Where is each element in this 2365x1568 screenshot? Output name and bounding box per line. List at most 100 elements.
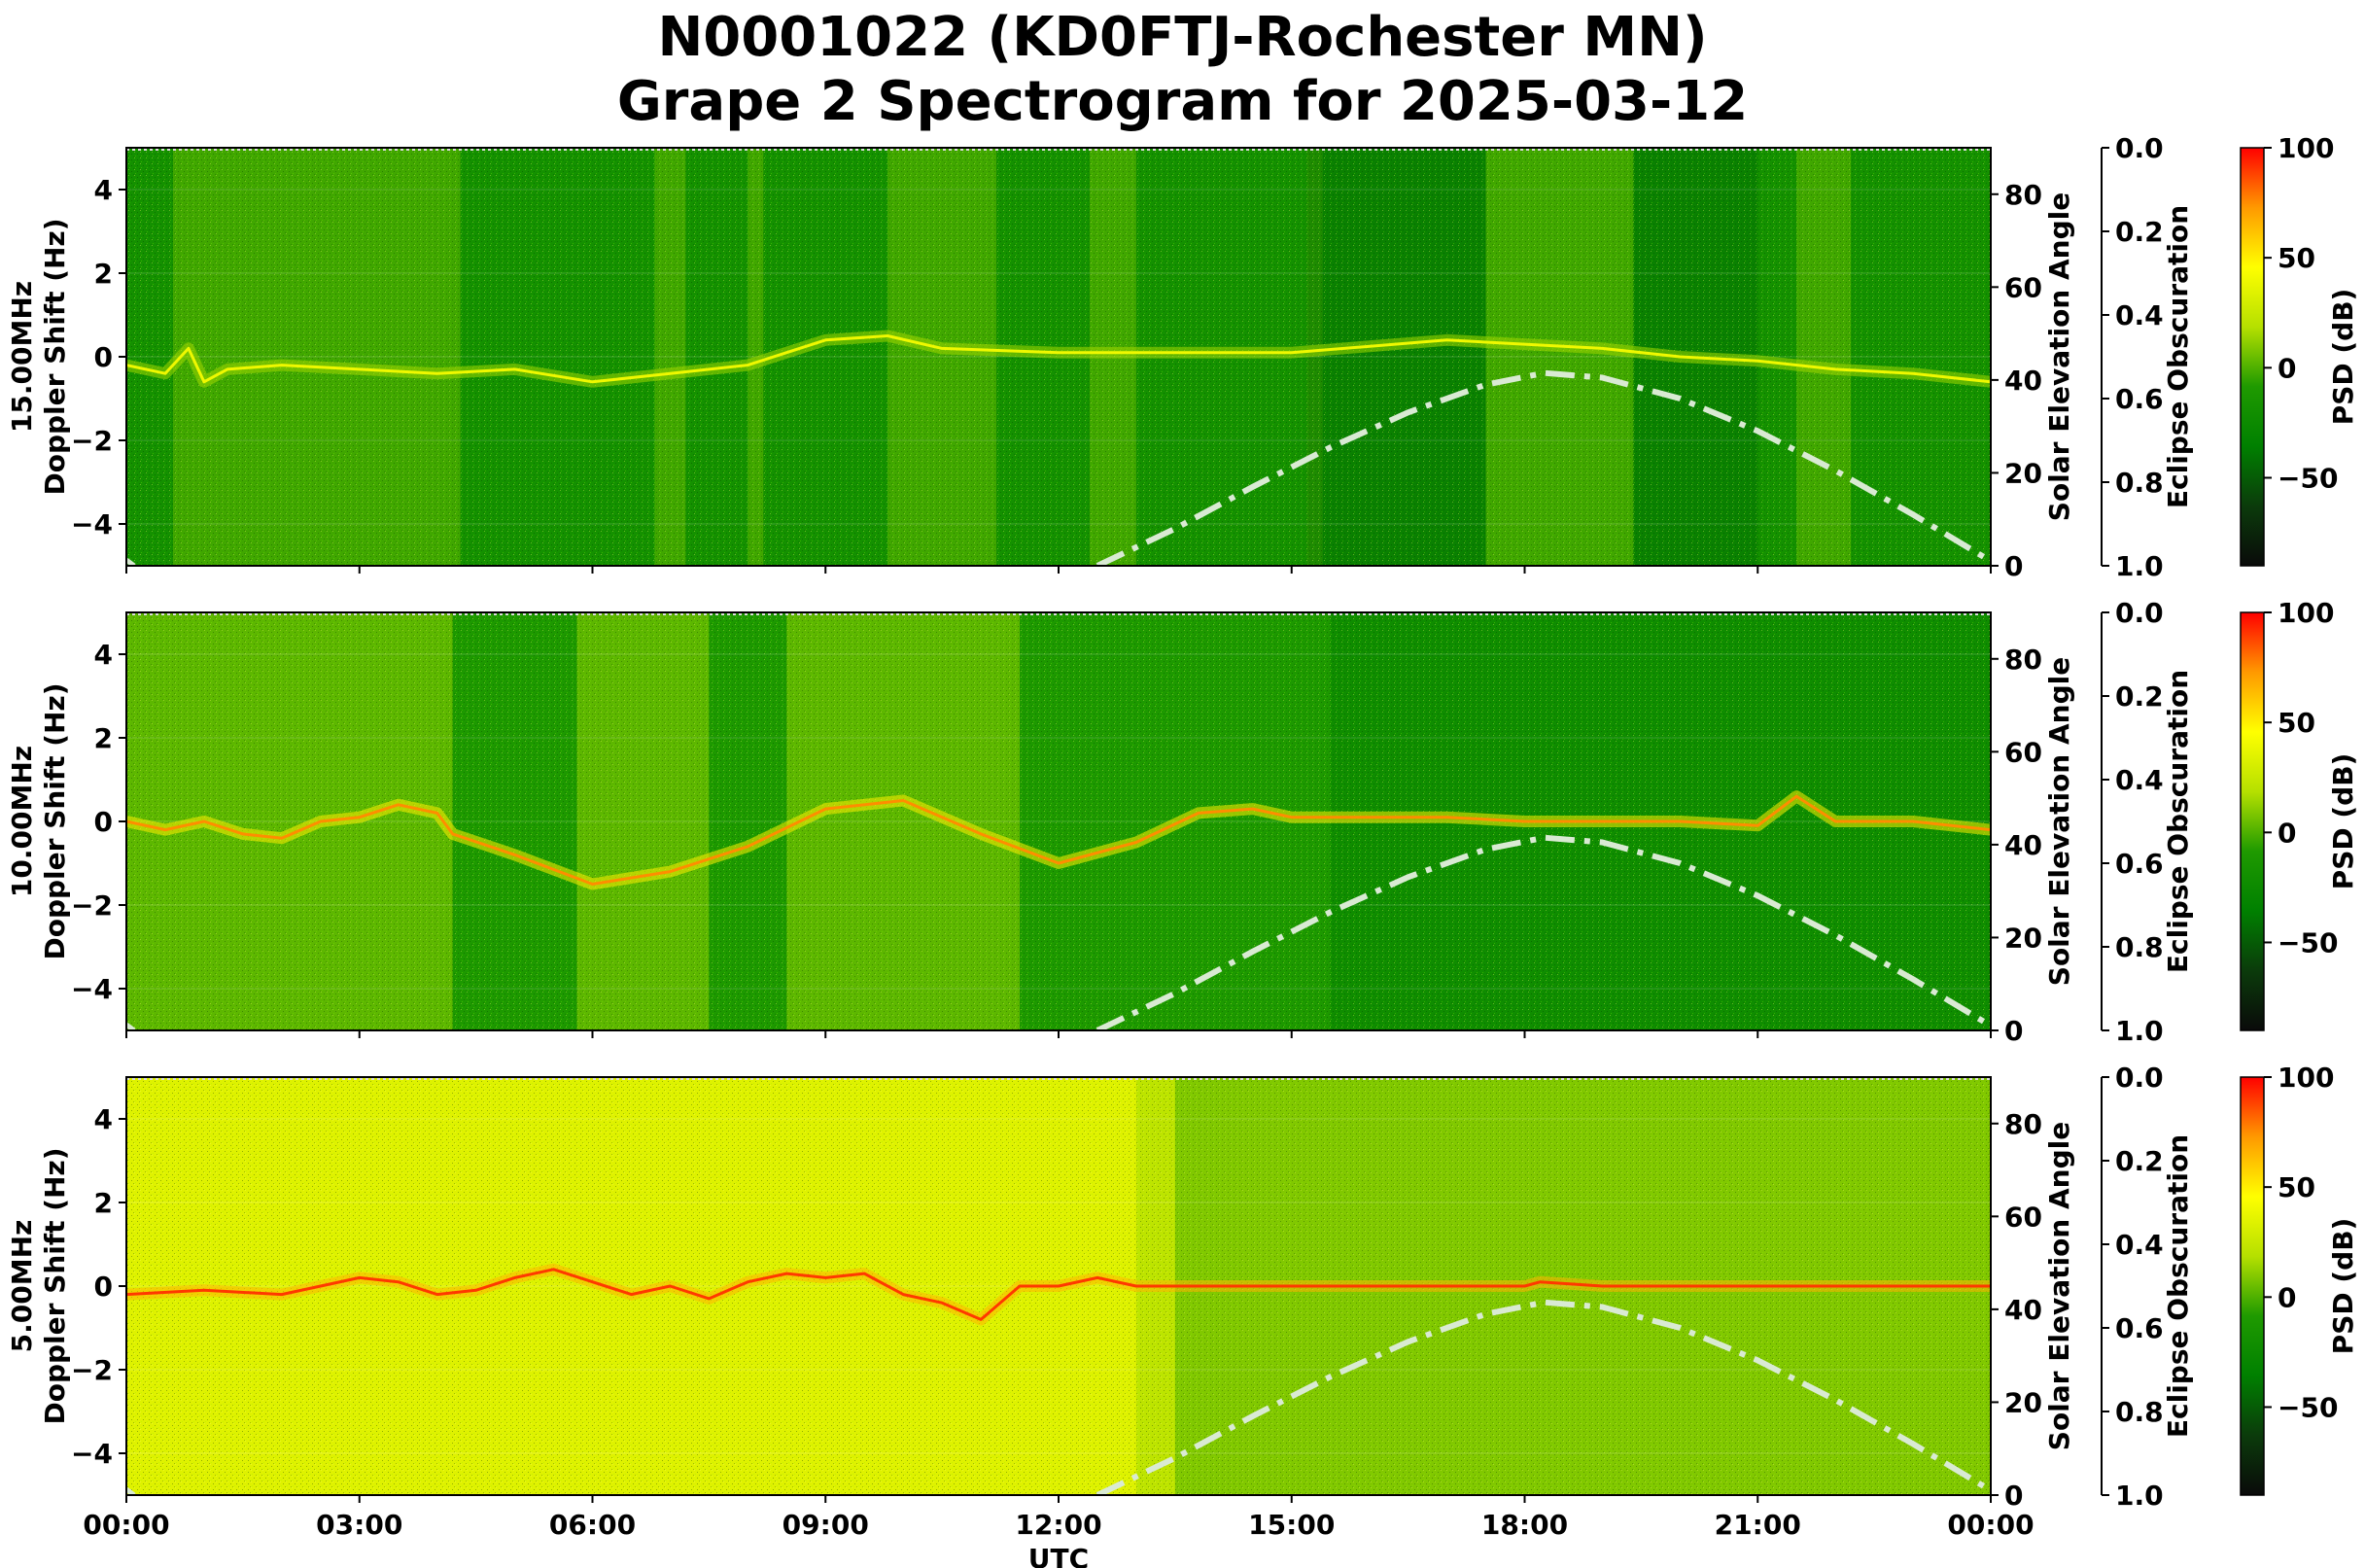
elevation-tick-label: 80 <box>2004 179 2042 211</box>
elevation-axis-label: Solar Elevation Angle <box>2043 657 2075 986</box>
obscuration-tick-label: 0.8 <box>2115 1396 2164 1428</box>
elevation-tick-label: 20 <box>2004 457 2042 489</box>
x-tick-label: 06:00 <box>549 1509 636 1541</box>
y-tick-label: 4 <box>94 1103 113 1135</box>
obscuration-tick-label: 0.4 <box>2115 1229 2164 1261</box>
elevation-tick-label: 0 <box>2004 1480 2023 1512</box>
doppler-trace <box>126 334 1991 384</box>
psd-tick-label: 0 <box>2278 352 2296 384</box>
panel-ylabel-line: 5.00MHz <box>6 1220 38 1353</box>
solar-elevation-curve <box>1096 1299 1991 1495</box>
obscuration-tick-label: 0.0 <box>2115 1062 2164 1094</box>
y-tick-label: −4 <box>71 973 113 1005</box>
psd-tick-label: 50 <box>2278 1171 2315 1203</box>
title-line-2: Grape 2 Spectrogram for 2025-03-12 <box>616 70 1749 133</box>
x-tick-label: 03:00 <box>316 1509 402 1541</box>
panel-ylabel-line: 15.00MHz <box>6 281 38 433</box>
x-tick-label: 09:00 <box>783 1509 869 1541</box>
psd-tick-label: −50 <box>2278 926 2338 958</box>
y-tick-label: 2 <box>94 722 113 754</box>
y-tick-label: −2 <box>71 1354 113 1386</box>
x-axis-label: UTC <box>1028 1543 1089 1568</box>
obscuration-tick-label: 0.8 <box>2115 931 2164 963</box>
panel-ylabel: 5.00MHzDoppler Shift (Hz) <box>6 1147 71 1424</box>
obscuration-axis-label: Eclipse Obscuration <box>2162 1134 2194 1438</box>
psd-tick-label: 0 <box>2278 1281 2296 1313</box>
spectrogram-area <box>126 612 1991 1030</box>
solar-elevation-curve <box>1096 369 1991 566</box>
panel-ylabel-line: Doppler Shift (Hz) <box>39 218 71 495</box>
doppler-trace <box>126 1268 1991 1321</box>
y-tick-label: −2 <box>71 425 113 457</box>
elevation-axis-label: Solar Elevation Angle <box>2043 1122 2075 1450</box>
panel-0: −4 −2 0 2 4 15.00MHzDoppler Shift (Hz) 0 20 40 60… <box>6 132 2359 582</box>
y-tick-label: 4 <box>94 174 113 206</box>
elevation-tick-label: 60 <box>2004 1201 2042 1233</box>
y-tick-label: 4 <box>94 639 113 671</box>
psd-axis-label: PSD (dB) <box>2327 1218 2359 1355</box>
elevation-tick-label: 20 <box>2004 1386 2042 1418</box>
obscuration-tick-label: 0.8 <box>2115 467 2164 499</box>
psd-tick-label: 0 <box>2278 817 2296 849</box>
elevation-tick-label: 40 <box>2004 1294 2042 1326</box>
elevation-tick-label: 0 <box>2004 1015 2023 1047</box>
x-tick-label: 00:00 <box>83 1509 169 1541</box>
elevation-tick-label: 20 <box>2004 922 2042 954</box>
obscuration-tick-label: 0.4 <box>2115 764 2164 796</box>
panel-ylabel: 10.00MHzDoppler Shift (Hz) <box>6 682 71 959</box>
y-tick-label: −4 <box>71 1438 113 1470</box>
obscuration-tick-label: 0.0 <box>2115 132 2164 164</box>
psd-tick-label: −50 <box>2278 1391 2338 1423</box>
panel-1: −4 −2 0 2 4 10.00MHzDoppler Shift (Hz) 0 20 40 60… <box>6 597 2359 1047</box>
obscuration-tick-label: 1.0 <box>2115 1480 2164 1512</box>
panel-ylabel-line: Doppler Shift (Hz) <box>39 1147 71 1424</box>
obscuration-axis-label: Eclipse Obscuration <box>2162 205 2194 508</box>
psd-tick-label: 50 <box>2278 242 2315 274</box>
obscuration-tick-label: 1.0 <box>2115 1015 2164 1047</box>
y-tick-label: −2 <box>71 889 113 922</box>
psd-colorbar <box>2240 1076 2265 1496</box>
psd-tick-label: −50 <box>2278 462 2338 494</box>
y-tick-label: 2 <box>94 1187 113 1219</box>
elevation-tick-label: 80 <box>2004 1108 2042 1140</box>
obscuration-tick-label: 0.2 <box>2115 680 2164 713</box>
elevation-tick-label: 80 <box>2004 644 2042 676</box>
elevation-tick-label: 60 <box>2004 736 2042 768</box>
x-tick-label: 21:00 <box>1715 1509 1801 1541</box>
psd-tick-label: 100 <box>2278 597 2334 629</box>
obscuration-axis-label: Eclipse Obscuration <box>2162 670 2194 973</box>
psd-tick-label: 100 <box>2278 132 2334 164</box>
panel-ylabel: 15.00MHzDoppler Shift (Hz) <box>6 218 71 495</box>
obscuration-tick-label: 0.6 <box>2115 1312 2164 1344</box>
y-tick-label: 0 <box>94 806 113 838</box>
obscuration-tick-label: 0.0 <box>2115 597 2164 629</box>
x-tick-label: 00:00 <box>1947 1509 2034 1541</box>
spectrogram-area <box>126 1077 1991 1495</box>
y-tick-label: 2 <box>94 258 113 290</box>
elevation-tick-label: 40 <box>2004 365 2042 397</box>
obscuration-tick-label: 0.4 <box>2115 299 2164 331</box>
x-tick-label: 18:00 <box>1481 1509 1568 1541</box>
doppler-trace <box>126 794 1991 886</box>
y-tick-label: 0 <box>94 341 113 373</box>
x-tick-label: 12:00 <box>1015 1509 1101 1541</box>
elevation-axis-label: Solar Elevation Angle <box>2043 192 2075 521</box>
panel-ylabel-line: 10.00MHz <box>6 746 38 897</box>
psd-colorbar <box>2240 611 2265 1031</box>
elevation-tick-label: 0 <box>2004 550 2023 582</box>
x-tick-label: 15:00 <box>1248 1509 1335 1541</box>
obscuration-tick-label: 0.6 <box>2115 848 2164 880</box>
obscuration-tick-label: 0.6 <box>2115 383 2164 415</box>
elevation-tick-label: 40 <box>2004 829 2042 861</box>
psd-tick-label: 50 <box>2278 707 2315 739</box>
psd-axis-label: PSD (dB) <box>2327 753 2359 890</box>
obscuration-tick-label: 0.2 <box>2115 1145 2164 1177</box>
psd-tick-label: 100 <box>2278 1062 2334 1094</box>
panel-2: −4 −2 0 2 4 5.00MHzDoppler Shift (Hz) 0 20 40 60 8… <box>6 1062 2359 1568</box>
panel-ylabel-line: Doppler Shift (Hz) <box>39 682 71 959</box>
obscuration-tick-label: 1.0 <box>2115 550 2164 582</box>
y-tick-label: −4 <box>71 508 113 540</box>
obscuration-tick-label: 0.2 <box>2115 216 2164 248</box>
title-line-1: N0001022 (KD0FTJ-Rochester MN) <box>657 6 1708 69</box>
